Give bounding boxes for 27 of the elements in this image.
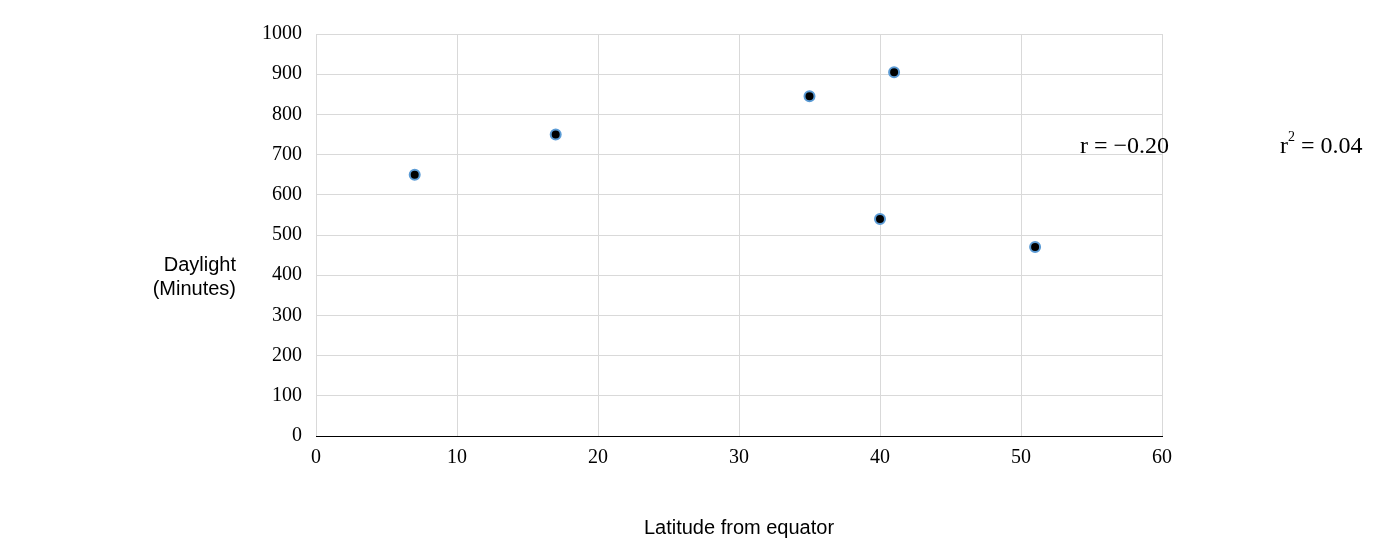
x-tick-label: 40 (870, 445, 890, 468)
y-tick-label: 900 (272, 61, 302, 84)
point (803, 90, 816, 103)
x-tick-label: 50 (1011, 445, 1031, 468)
annotation: r = −0.20 (1080, 131, 1170, 158)
y-tick-label: 400 (272, 262, 302, 285)
point (1029, 241, 1042, 254)
y-tick-label: 800 (272, 101, 302, 124)
x-tick-label: 10 (447, 445, 467, 468)
y-tick-label: 700 (272, 141, 302, 164)
y-tick-label: 300 (272, 302, 302, 325)
y-axis-title: Daylight (Minutes) (152, 252, 237, 299)
y-tick-label: 200 (272, 342, 302, 365)
x-tick-label: 60 (1152, 445, 1172, 468)
point (408, 168, 421, 181)
x-tick-label: 20 (588, 445, 608, 468)
y-tick-label: 0 (292, 423, 302, 446)
x-tick-label: 30 (729, 445, 749, 468)
point (888, 66, 901, 79)
y-tick-label: 600 (272, 182, 302, 205)
y-tick-label: 100 (272, 383, 302, 406)
y-tick-label: 500 (272, 222, 302, 245)
x-axis-title: Latitude from equator (643, 515, 835, 538)
y-tick-label: 1000 (262, 21, 302, 44)
point (874, 212, 886, 225)
point (549, 128, 562, 141)
x-tick-label: 0 (311, 445, 321, 468)
